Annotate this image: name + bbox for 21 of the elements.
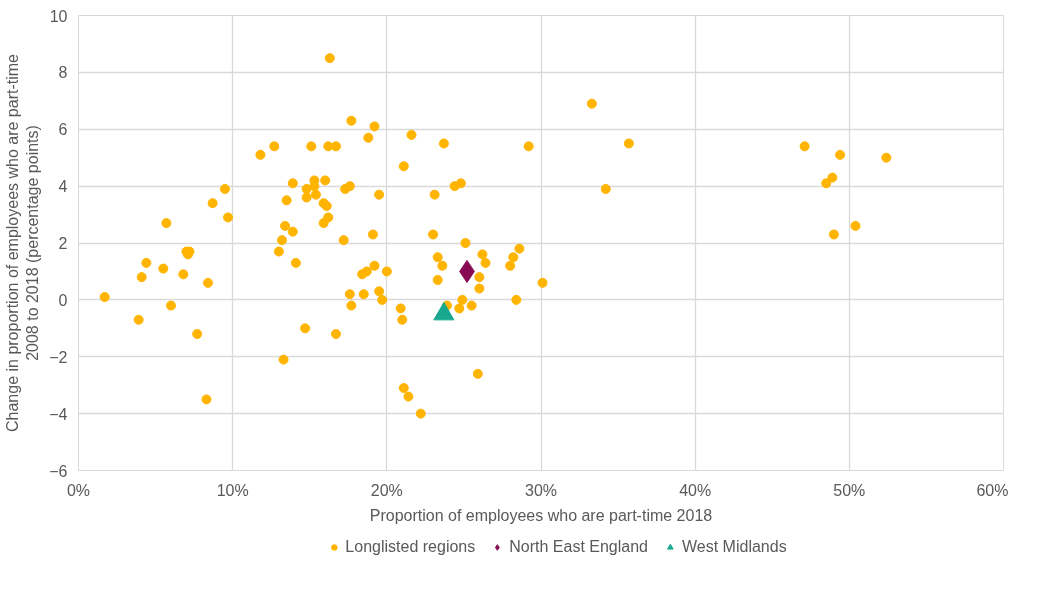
y-tick-label: −2 (49, 348, 68, 366)
y-tick-label: −6 (49, 462, 68, 480)
legend-label: Longlisted regions (345, 538, 476, 556)
legend-label: North East England (509, 538, 648, 556)
x-tick-label: 40% (679, 481, 712, 499)
x-tick-label: 20% (370, 481, 403, 499)
x-axis-title: Proportion of employees who are part-time 2018 (369, 506, 713, 524)
y-tick-label: −4 (49, 405, 68, 423)
x-tick-label: 50% (833, 481, 866, 499)
y-tick-label: 4 (58, 178, 68, 196)
y-tick-label: 10 (49, 7, 68, 25)
y-tick-label: 6 (58, 121, 68, 139)
legend-label: West Midlands (681, 538, 787, 556)
x-tick-label: 10% (216, 481, 249, 499)
x-tick-label: 60% (976, 481, 1009, 499)
y-tick-label: 2 (58, 235, 68, 252)
y-axis-title: Change in proportion of employees who are part-time 2008 to 2018 (percentage points) (3, 53, 42, 432)
x-tick-label: 0% (66, 481, 91, 499)
y-tick-label: 0 (58, 291, 68, 309)
y-tick-label: 8 (58, 64, 68, 82)
x-tick-label: 30% (524, 481, 558, 499)
